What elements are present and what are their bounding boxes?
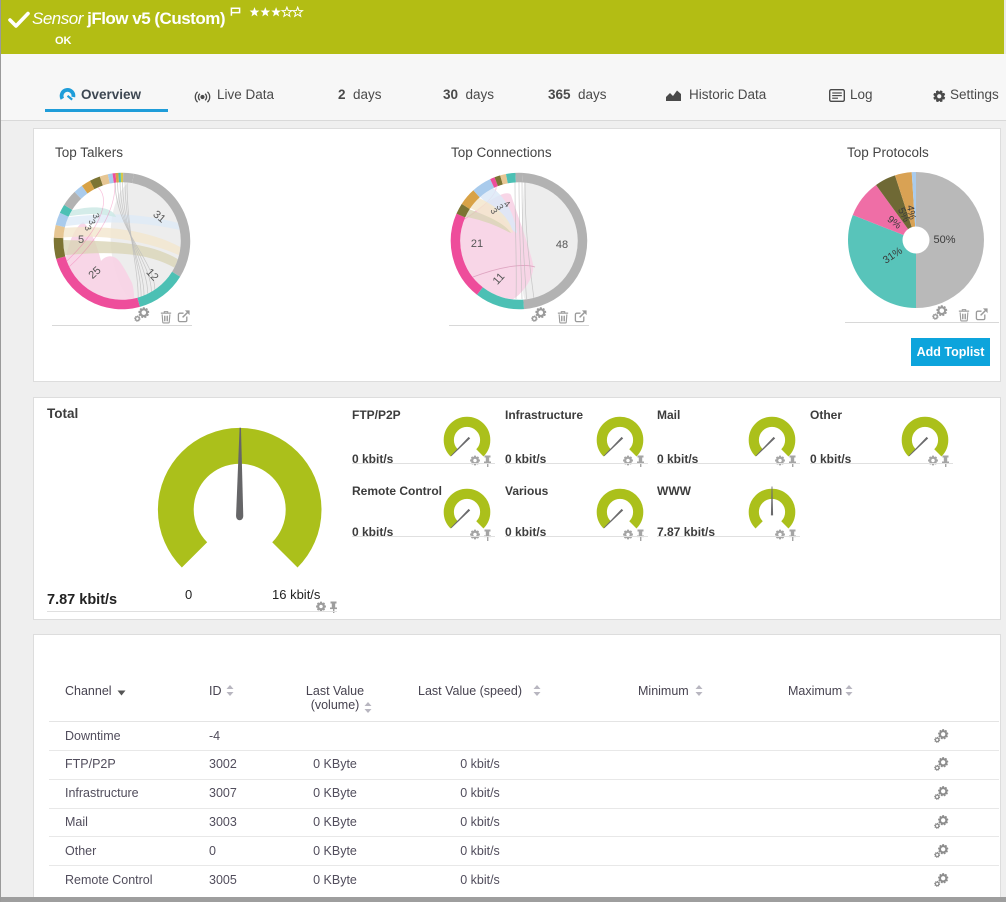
svg-text:3: 3 bbox=[82, 224, 93, 232]
svg-text:48: 48 bbox=[556, 239, 568, 251]
svg-text:3: 3 bbox=[86, 218, 97, 226]
svg-text:3: 3 bbox=[90, 212, 101, 220]
svg-text:21: 21 bbox=[471, 238, 483, 250]
svg-text:4%: 4% bbox=[904, 204, 918, 220]
svg-text:4: 4 bbox=[502, 199, 512, 210]
svg-text:50%: 50% bbox=[933, 234, 955, 246]
svg-text:3: 3 bbox=[494, 202, 505, 211]
svg-text:3: 3 bbox=[488, 206, 499, 215]
svg-text:5: 5 bbox=[78, 234, 84, 246]
